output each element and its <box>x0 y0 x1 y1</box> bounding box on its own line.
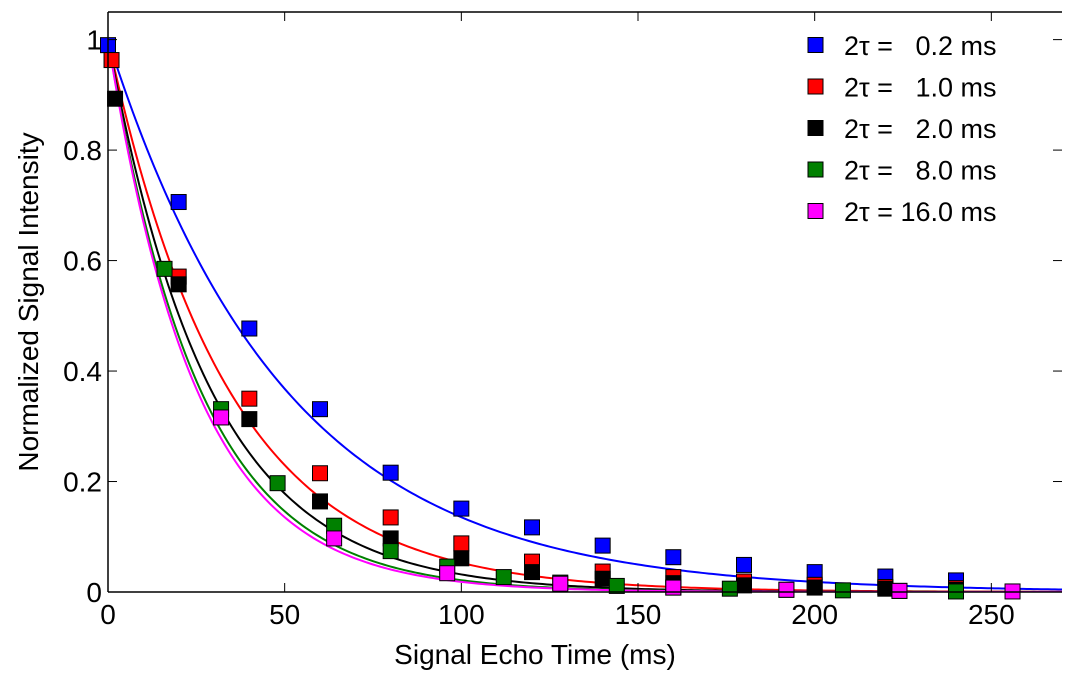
x-tick-label: 0 <box>100 599 116 630</box>
x-tick-label: 200 <box>791 599 838 630</box>
data-point-series-4 <box>665 579 682 596</box>
axis-titles: Signal Echo Time (ms) Normalized Signal … <box>13 132 676 670</box>
data-point-series-0 <box>736 556 752 573</box>
data-point-series-0 <box>453 500 470 517</box>
y-axis-title: Normalized Signal Intensity <box>13 132 44 471</box>
legend-label-series-4: 2τ = 16.0 ms <box>844 197 997 227</box>
data-point-series-4 <box>439 565 456 582</box>
data-point-series-2 <box>107 90 124 107</box>
data-point-series-3 <box>834 582 851 599</box>
data-point-series-3 <box>156 260 173 277</box>
data-point-series-1 <box>241 390 258 407</box>
data-point-series-0 <box>382 464 399 481</box>
legend-label-series-1: 2τ = 1.0 ms <box>844 73 996 103</box>
data-point-series-2 <box>594 570 611 587</box>
x-tick-label: 50 <box>269 599 300 630</box>
legend-marker-series-3 <box>807 161 824 178</box>
data-point-series-1 <box>453 535 470 552</box>
data-point-series-1 <box>103 52 120 69</box>
data-point-series-2 <box>524 564 540 581</box>
data-point-series-4 <box>213 409 230 426</box>
legend-marker-series-2 <box>807 120 824 136</box>
x-tick-label: 250 <box>968 599 1015 630</box>
data-point-series-0 <box>594 537 611 554</box>
data-point-series-3 <box>721 580 738 597</box>
y-tick-label: 0.8 <box>63 135 102 166</box>
data-point-series-4 <box>778 581 795 598</box>
data-point-series-2 <box>877 580 894 597</box>
legend-marker-series-1 <box>807 78 824 95</box>
data-point-series-0 <box>665 549 682 566</box>
tick-labels: 0 50 100 150 200 250 0 0.2 0.4 0.6 0.8 1 <box>63 25 1015 630</box>
x-axis-title: Signal Echo Time (ms) <box>394 639 676 670</box>
data-point-series-3 <box>608 577 625 594</box>
data-point-series-2 <box>241 411 258 428</box>
data-point-series-0 <box>170 194 187 211</box>
y-tick-label: 0.2 <box>63 467 102 498</box>
y-tick-label: 1 <box>86 25 102 56</box>
y-tick-label: 0.4 <box>63 356 102 387</box>
data-point-series-4 <box>891 582 908 599</box>
data-point-series-2 <box>453 550 470 567</box>
data-point-series-3 <box>382 543 399 560</box>
data-markers <box>100 37 1021 600</box>
legend-marker-series-4 <box>807 203 824 219</box>
legend: 2τ = 0.2 ms 2τ = 1.0 ms 2τ = 2.0 ms 2τ = 8.… <box>807 31 997 227</box>
data-point-series-3 <box>269 475 286 492</box>
axes <box>107 11 1062 593</box>
y-tick-label: 0.6 <box>63 246 102 277</box>
data-point-series-2 <box>170 276 187 293</box>
data-point-series-2 <box>312 493 328 510</box>
data-point-series-2 <box>736 577 752 594</box>
data-point-series-4 <box>326 530 343 547</box>
legend-label-series-3: 2τ = 8.0 ms <box>844 156 996 186</box>
data-point-series-4 <box>552 575 569 592</box>
x-tick-label: 100 <box>438 599 485 630</box>
data-point-series-0 <box>312 401 328 418</box>
data-point-series-0 <box>241 320 258 337</box>
y-tick-label: 0 <box>86 577 102 608</box>
data-point-series-1 <box>312 465 328 482</box>
x-tick-label: 150 <box>615 599 662 630</box>
data-point-series-0 <box>524 519 540 536</box>
legend-marker-series-0 <box>807 37 824 53</box>
legend-label-series-0: 2τ = 0.2 ms <box>844 31 996 61</box>
data-point-series-1 <box>382 509 399 526</box>
data-point-series-3 <box>495 569 512 586</box>
legend-label-series-2: 2τ = 2.0 ms <box>844 114 996 144</box>
